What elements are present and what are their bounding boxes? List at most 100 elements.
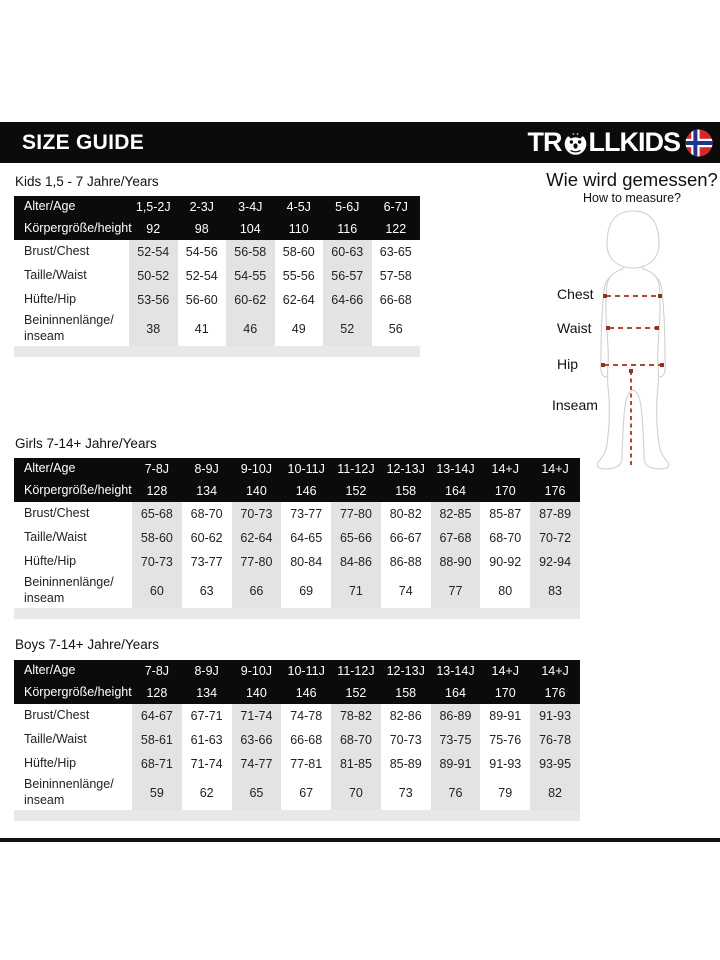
header-cell: 176 [530, 480, 580, 502]
table-row: Brust/Chest 64-67 67-71 71-74 74-78 78-82 82-8… [14, 704, 580, 728]
table-cell: 92-94 [530, 550, 580, 574]
row-label: Brust/Chest [14, 240, 129, 264]
table-cell: 73 [380, 776, 431, 810]
table-cell: 65 [231, 776, 282, 810]
table-cell: 86-88 [380, 550, 431, 574]
header-cell: 8-9J [181, 660, 232, 682]
measure-heading-de: Wie wird gemessen? [546, 169, 718, 190]
table-cell: 74-77 [231, 752, 282, 776]
chest-label: Chest [557, 286, 594, 302]
table-header-row: Alter/Age 1,5-2J 2-3J 3-4J 4-5J 5-6J 6-7J [14, 196, 420, 218]
table-cell: 38 [129, 312, 178, 346]
table-cell: 63-66 [231, 728, 282, 752]
page-title: SIZE GUIDE [22, 130, 145, 154]
header-cell: 140 [231, 480, 282, 502]
table-cell: 90-92 [480, 550, 531, 574]
table-cell: 83 [530, 574, 580, 608]
header-cell: 14+J [480, 458, 531, 480]
header-cell: 170 [480, 480, 531, 502]
header-cell: 134 [181, 480, 232, 502]
table-row: Hüfte/Hip 53-56 56-60 60-62 62-64 64-66 66-68 [14, 288, 420, 312]
table-cell: 82-86 [380, 704, 431, 728]
measure-heading-en: How to measure? [583, 191, 681, 205]
header-cell: 12-13J [380, 458, 431, 480]
header-cell: 7-8J [132, 660, 182, 682]
header-cell: 164 [430, 682, 481, 704]
row-label: Körpergröße/height [14, 682, 132, 704]
row-label: Hüfte/Hip [14, 288, 129, 312]
table-cell: 70 [331, 776, 381, 810]
table-cell: 65-68 [132, 502, 182, 526]
table-cell: 50-52 [129, 264, 178, 288]
table-cell: 60-63 [323, 240, 372, 264]
table-cell: 62 [181, 776, 232, 810]
header-cell: 1,5-2J [129, 196, 178, 218]
table-cell: 71-74 [231, 704, 282, 728]
table-cell: 64-67 [132, 704, 182, 728]
table-cell: 66 [231, 574, 282, 608]
header-cell: 128 [132, 480, 182, 502]
table-cell: 60 [132, 574, 182, 608]
header-cell: 92 [129, 218, 178, 240]
row-label: Hüfte/Hip [14, 752, 132, 776]
row-label: Körpergröße/height [14, 480, 132, 502]
row-label: Beininnenlänge/ inseam [14, 574, 132, 608]
table-row: Taille/Waist 58-61 61-63 63-66 66-68 68-70 70-… [14, 728, 580, 752]
table-footer-strip [14, 608, 580, 619]
header-cell: 7-8J [132, 458, 182, 480]
header-cell: 11-12J [331, 458, 381, 480]
title-bar: SIZE GUIDE TR LLKIDS [0, 122, 720, 163]
table-cell: 56-58 [226, 240, 275, 264]
norway-flag-icon [685, 129, 713, 156]
row-label: Taille/Waist [14, 526, 132, 550]
table-cell: 69 [281, 574, 332, 608]
table-cell: 91-93 [480, 752, 531, 776]
table-cell: 81-85 [331, 752, 381, 776]
table-cell: 88-90 [430, 550, 481, 574]
header-cell: 152 [331, 480, 381, 502]
table-cell: 46 [226, 312, 275, 346]
table-cell: 58-60 [132, 526, 182, 550]
header-cell: 128 [132, 682, 182, 704]
table-cell: 84-86 [331, 550, 381, 574]
table-row: Taille/Waist 58-60 60-62 62-64 64-65 65-66 66-… [14, 526, 580, 550]
table-cell: 89-91 [480, 704, 531, 728]
table-cell: 67-71 [181, 704, 232, 728]
table-cell: 64-66 [323, 288, 372, 312]
header-cell: 140 [231, 682, 282, 704]
header-cell: 9-10J [231, 660, 282, 682]
table-cell: 85-87 [480, 502, 531, 526]
table-cell: 66-68 [281, 728, 332, 752]
table-cell: 54-55 [226, 264, 275, 288]
header-cell: 98 [177, 218, 226, 240]
header-cell: 170 [480, 682, 531, 704]
table-cell: 74-78 [281, 704, 332, 728]
table-cell: 76 [430, 776, 481, 810]
header-cell: 14+J [530, 660, 580, 682]
table-cell: 59 [132, 776, 182, 810]
table-cell: 77 [430, 574, 481, 608]
header-cell: 122 [371, 218, 420, 240]
table-cell: 71 [331, 574, 381, 608]
table-cell: 67 [281, 776, 332, 810]
table-header-row: Körpergröße/height 128 134 140 146 152 158 164 1… [14, 682, 580, 704]
header-cell: 9-10J [231, 458, 282, 480]
table-cell: 53-56 [129, 288, 178, 312]
bottom-divider-line [0, 838, 720, 842]
header-cell: 11-12J [331, 660, 381, 682]
girls-section-title: Girls 7-14+ Jahre/Years [15, 436, 157, 451]
table-header-row: Körpergröße/height 128 134 140 146 152 158 164 1… [14, 480, 580, 502]
table-cell: 60-62 [181, 526, 232, 550]
table-cell: 86-89 [430, 704, 481, 728]
brand-text-pre: TR [527, 127, 563, 157]
table-cell: 67-68 [430, 526, 481, 550]
table-cell: 73-77 [181, 550, 232, 574]
header-cell: 104 [226, 218, 275, 240]
table-cell: 77-81 [281, 752, 332, 776]
table-cell: 71-74 [181, 752, 232, 776]
table-header-row: Körpergröße/height 92 98 104 110 116 122 [14, 218, 420, 240]
table-cell: 52 [323, 312, 372, 346]
table-cell: 56-57 [323, 264, 372, 288]
header-cell: 8-9J [181, 458, 232, 480]
header-cell: 152 [331, 682, 381, 704]
